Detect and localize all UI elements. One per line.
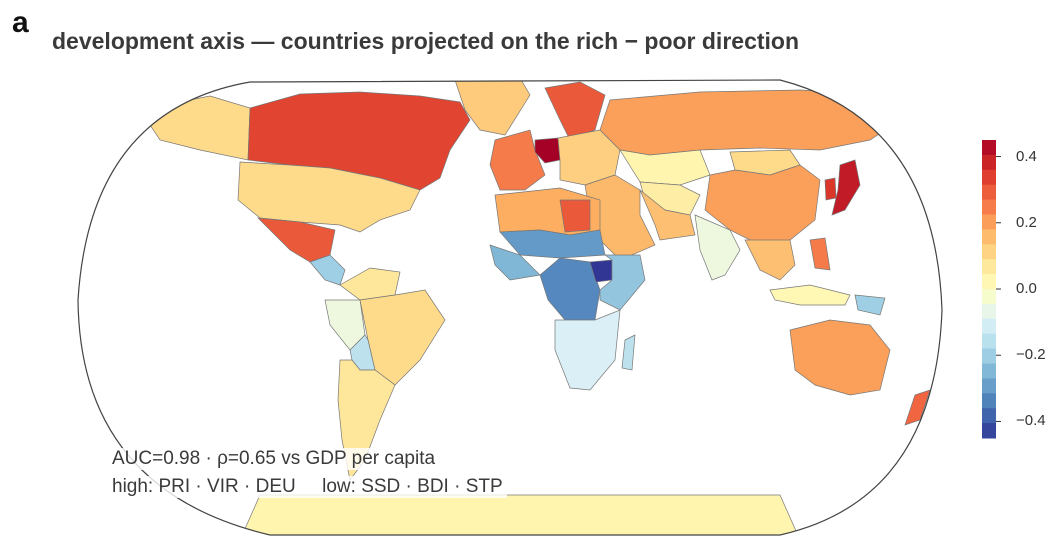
colorbar-band [982, 154, 996, 171]
region-indonesia [769, 284, 851, 306]
colorbar [982, 140, 1001, 439]
region-southeast-asia [744, 239, 796, 281]
colorbar-band [982, 214, 996, 230]
colorbar-bands [982, 140, 996, 439]
region-kazakhstan [619, 149, 711, 186]
colorbar-band [982, 378, 996, 394]
colorbar-tick-label: 0.2 [1016, 213, 1037, 231]
colorbar-band [982, 244, 996, 260]
region-germany [534, 137, 561, 164]
colorbar-tick-label: 0.0 [1016, 280, 1037, 297]
region-central-america [309, 254, 346, 286]
region-mexico [257, 217, 336, 263]
colorbar-band [982, 348, 996, 364]
region-southern-africa [554, 309, 621, 391]
map-outline [77, 79, 943, 536]
colorbar-tick-label: 0.4 [1016, 147, 1037, 165]
colorbar-band [982, 169, 996, 186]
colorbar-tick-label: −0.4 [1016, 412, 1046, 430]
region-greenland [454, 80, 531, 136]
region-scandinavia [544, 81, 606, 141]
colorbar-band [982, 259, 996, 275]
region-west-africa [489, 244, 541, 281]
annotation-stats: AUC=0.98 · ρ=0.65 vs GDP per capita [108, 448, 440, 470]
panel-label: a [12, 6, 29, 39]
annotation-extremes: high: PRI · VIR · DEU low: SSD · BDI · S… [108, 476, 507, 498]
region-libya [559, 199, 591, 233]
region-colombia-venezuela [339, 267, 401, 301]
colorbar-tick-label: −0.2 [1016, 346, 1046, 364]
colorbar-band [982, 423, 996, 439]
colorbar-band [982, 303, 996, 320]
region-new-zealand [904, 389, 931, 426]
annotation-spacer [296, 476, 322, 497]
annotation-low: low: SSD · BDI · STP [322, 476, 503, 497]
colorbar-ticks [996, 156, 1001, 422]
colorbar-band [982, 289, 996, 305]
colorbar-band [982, 333, 996, 350]
colorbar-band [982, 229, 996, 245]
colorbar-band [982, 184, 996, 201]
region-philippines [809, 237, 831, 271]
region-australia [789, 319, 891, 396]
countries [139, 80, 931, 535]
region-east-africa [599, 254, 646, 311]
colorbar-band [982, 274, 996, 290]
region-india [694, 214, 741, 281]
colorbar-band [982, 363, 996, 379]
region-papua [854, 294, 886, 316]
colorbar-band [982, 199, 996, 215]
region-korea [824, 177, 837, 201]
region-russia [599, 89, 901, 156]
map-title: development axis — countries projected o… [52, 28, 800, 54]
region-western-europe [489, 129, 546, 191]
colorbar-band [982, 408, 996, 424]
region-alaska [139, 95, 251, 161]
region-central-africa [539, 257, 601, 321]
region-iran [639, 189, 696, 241]
colorbar-band [982, 140, 996, 156]
region-sahel [499, 229, 606, 259]
colorbar-band [982, 318, 996, 335]
region-japan [831, 159, 861, 216]
region-antarctica [239, 494, 801, 535]
region-china [704, 164, 821, 246]
region-madagascar [621, 334, 636, 371]
annotation-high: high: PRI · VIR · DEU [112, 476, 296, 497]
colorbar-band [982, 393, 996, 409]
